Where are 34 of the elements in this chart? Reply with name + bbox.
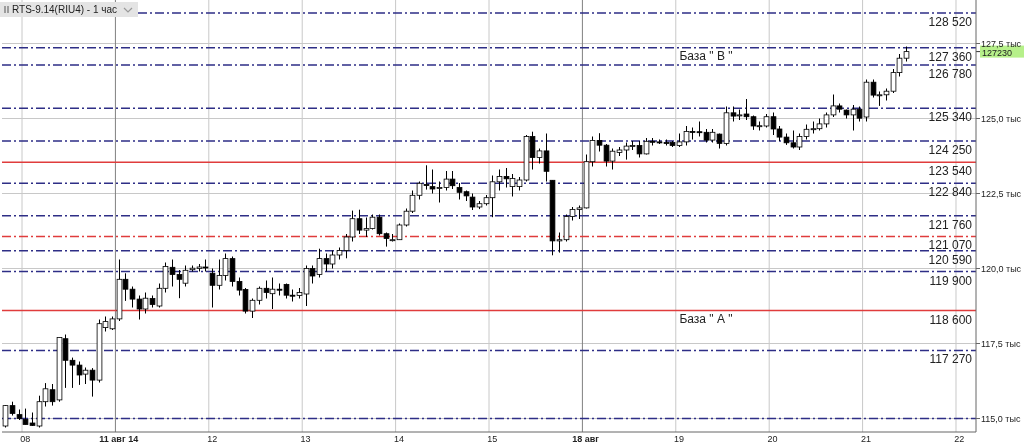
x-tick-label: 15	[487, 434, 498, 444]
ref-line-label: 119 900	[929, 273, 973, 288]
text: 127230	[982, 47, 1013, 58]
x-tick-label: 14	[393, 434, 404, 444]
ref-line-label: 123 540	[928, 164, 973, 179]
y-tick-label: 117,5 тыс	[981, 338, 1021, 349]
x-tick-label: 11 авг 14	[99, 434, 139, 444]
x-tick-label: 08	[20, 434, 31, 444]
x-tick-label: 18 авг	[572, 434, 600, 444]
y-tick-label: 120,0 тыс	[981, 263, 1022, 274]
annotation: База " В "	[679, 48, 733, 63]
ref-line-label: 121 070	[928, 238, 973, 253]
ref-line-label: 121 760	[928, 217, 973, 232]
ref-line-label: 117 270	[929, 352, 973, 367]
ref-line-label: 128 520	[928, 14, 973, 29]
ref-line-label: 118 600	[929, 312, 973, 327]
x-tick-label: 13	[300, 434, 311, 444]
ref-line-label: 122 840	[928, 185, 973, 200]
x-tick-label: 21	[860, 434, 871, 444]
ref-line-label: 125 340	[928, 110, 973, 125]
ref-line-label: 124 250	[928, 143, 973, 157]
x-tick-label: 20	[767, 434, 778, 444]
y-tick-label: 127,5 тыс	[981, 38, 1022, 49]
ref-line-label: 127 360	[928, 49, 973, 64]
x-tick-label: 19	[674, 434, 685, 444]
x-tick-label: 22	[954, 434, 965, 444]
annotation: База " А "	[679, 311, 733, 326]
y-tick-label: 125,0 тыс	[981, 113, 1022, 124]
y-tick-label: 122,5 тыс	[981, 188, 1022, 199]
chart-title: RTS-9.14(RIU4) - 1 час	[12, 4, 118, 15]
x-tick-label: 12	[207, 434, 218, 444]
y-tick-label: 115,0 тыс	[981, 413, 1021, 424]
ref-line-label: 120 590	[928, 252, 973, 267]
ref-line-label: 126 780	[928, 67, 973, 82]
